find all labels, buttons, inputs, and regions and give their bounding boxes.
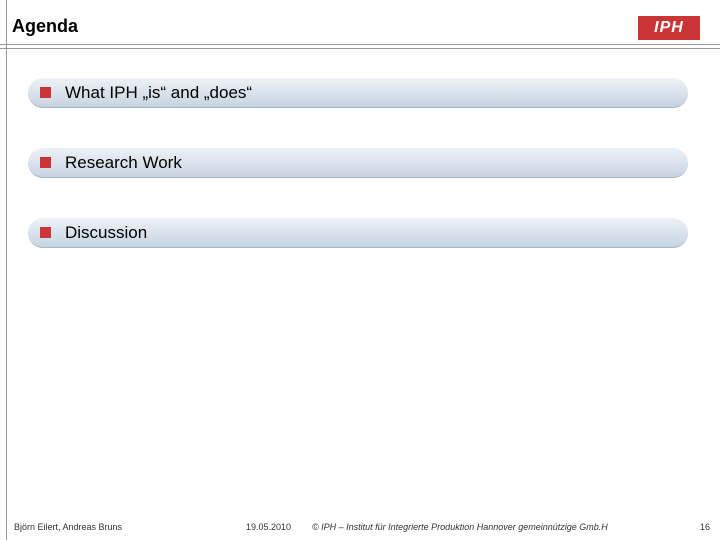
header: Agenda IPH	[0, 0, 720, 54]
agenda-item-label: Research Work	[65, 153, 182, 173]
agenda-item-label: Discussion	[65, 223, 147, 243]
agenda-item: Discussion	[28, 218, 688, 248]
divider-line-1	[0, 44, 720, 45]
page-title: Agenda	[12, 16, 78, 37]
footer: Björn Eilert, Andreas Bruns 19.05.2010 ©…	[0, 514, 720, 534]
square-bullet-icon	[40, 87, 51, 98]
agenda-list: What IPH „is“ and „does“ Research Work D…	[28, 78, 688, 288]
footer-authors: Björn Eilert, Andreas Bruns	[14, 522, 122, 532]
divider-vertical	[6, 0, 7, 540]
agenda-item: Research Work	[28, 148, 688, 178]
slide: Agenda IPH What IPH „is“ and „does“ Rese…	[0, 0, 720, 540]
square-bullet-icon	[40, 227, 51, 238]
agenda-item: What IPH „is“ and „does“	[28, 78, 688, 108]
divider-line-2	[0, 48, 720, 49]
footer-page-number: 16	[700, 522, 710, 532]
footer-copyright: © IPH – Institut für Integrierte Produkt…	[312, 522, 608, 532]
logo-text: IPH	[654, 19, 684, 37]
agenda-item-label: What IPH „is“ and „does“	[65, 83, 252, 103]
square-bullet-icon	[40, 157, 51, 168]
logo: IPH	[638, 16, 700, 40]
footer-date: 19.05.2010	[246, 522, 291, 532]
